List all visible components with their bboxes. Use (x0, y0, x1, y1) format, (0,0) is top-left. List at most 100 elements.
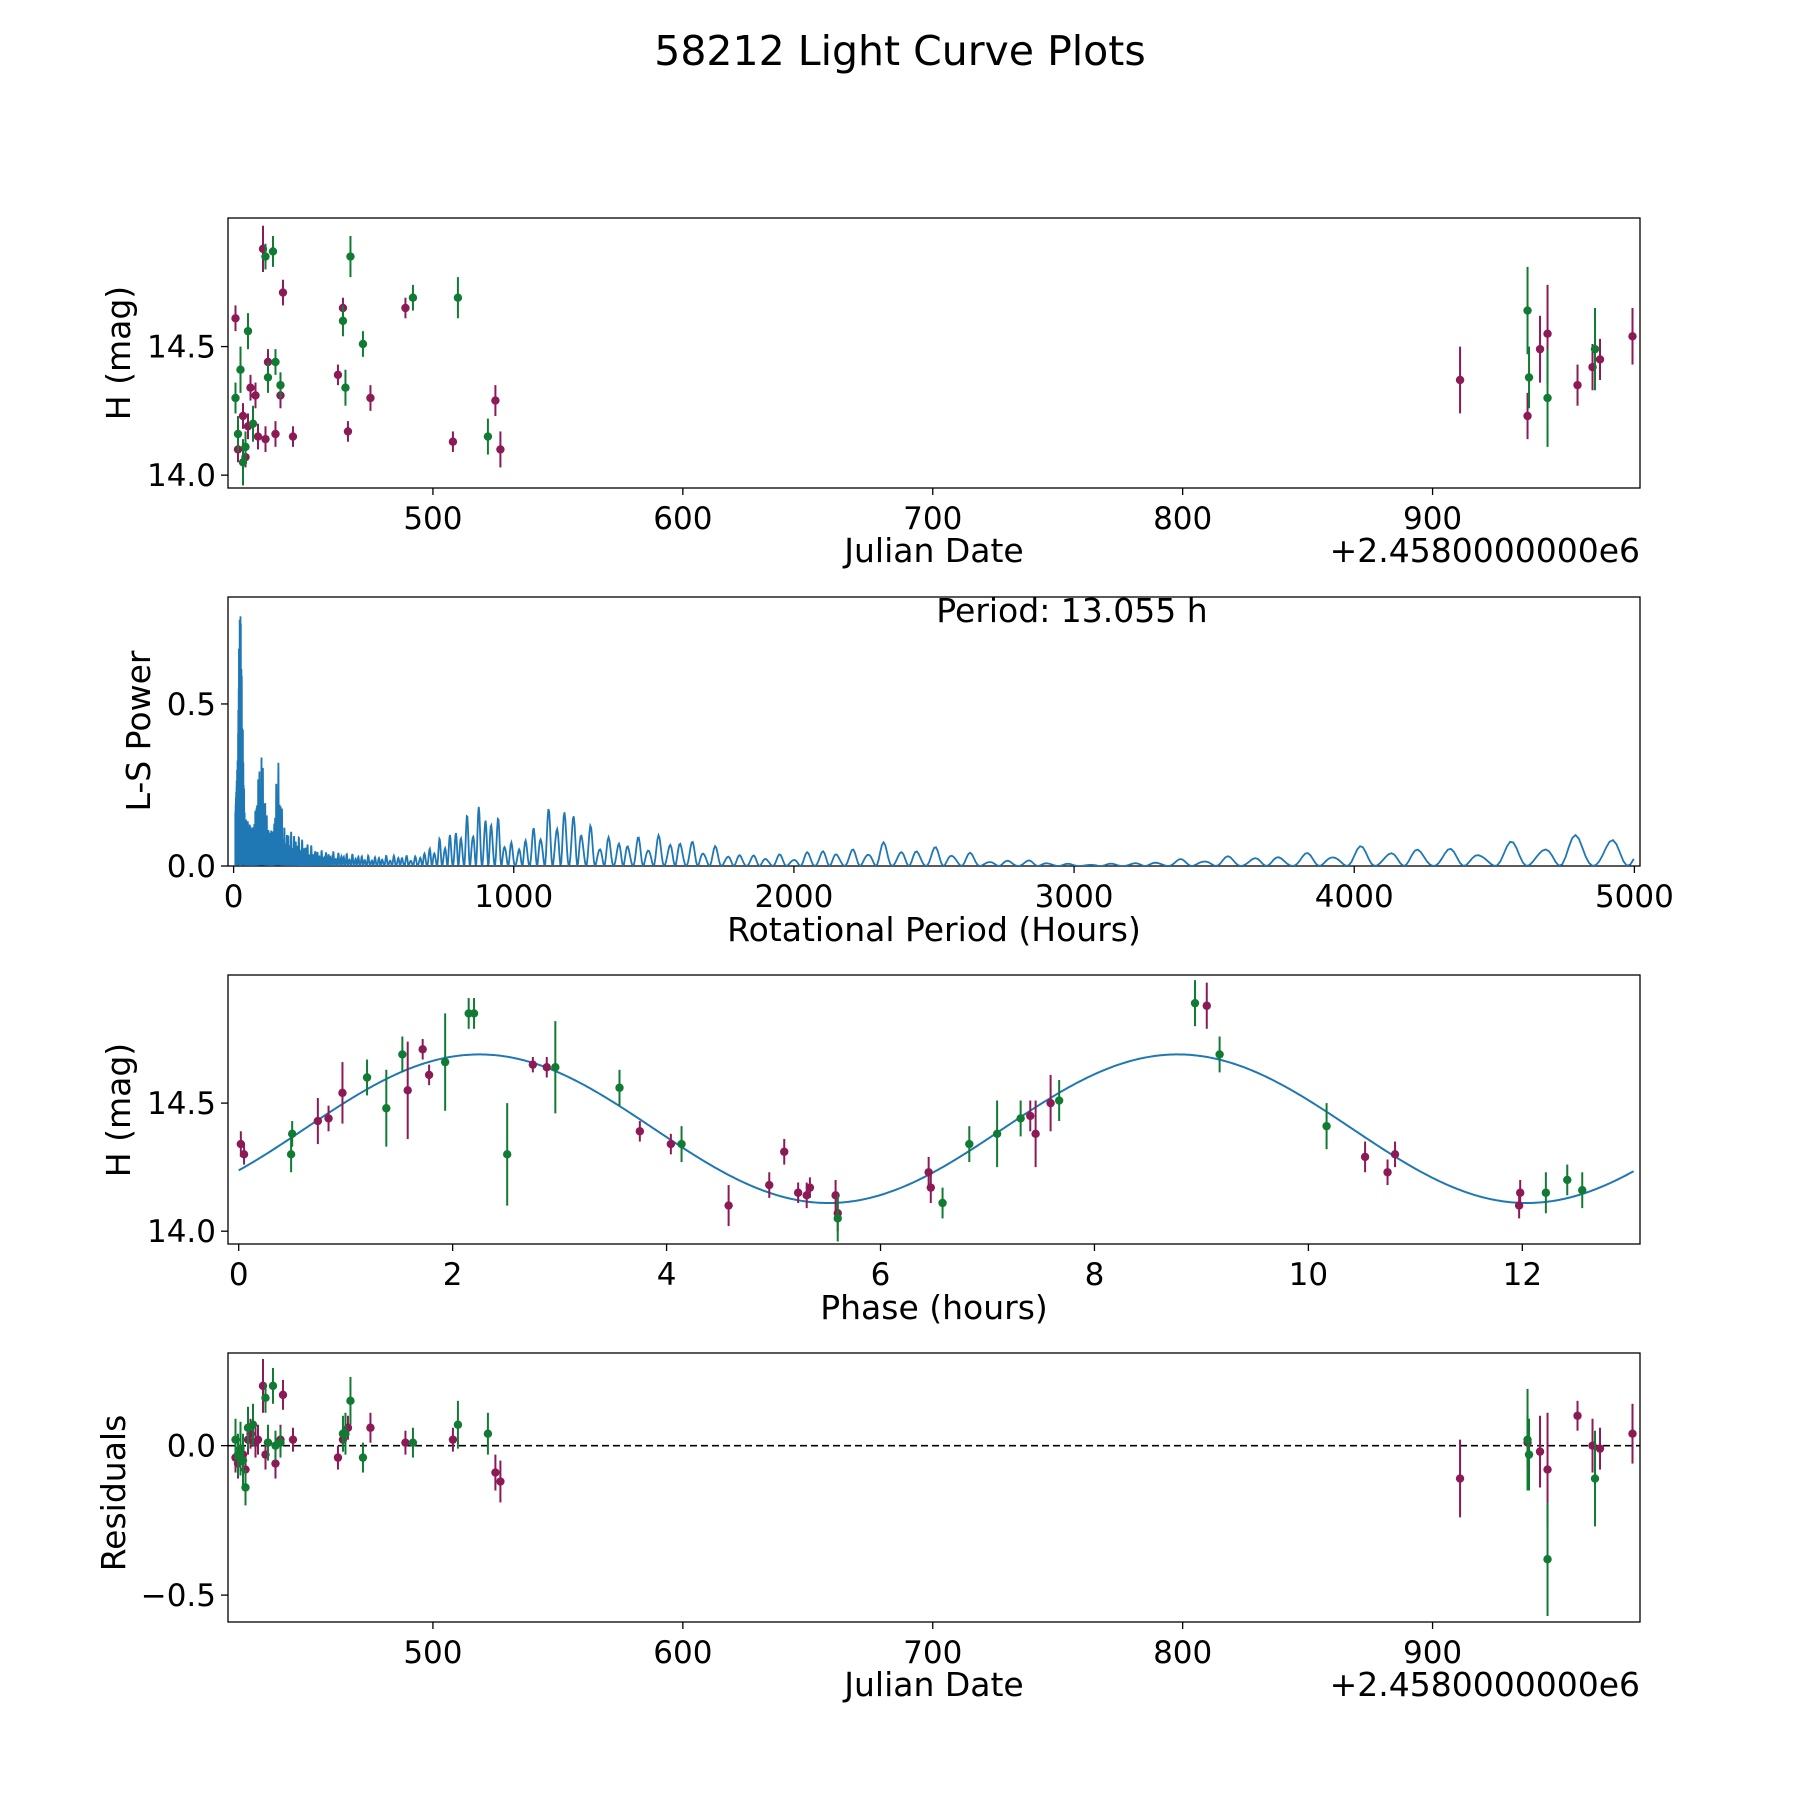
phased-filter-b-point (1016, 1114, 1025, 1123)
residuals-filter-a-point (1455, 1474, 1465, 1483)
residuals-filter-a-point (288, 1435, 298, 1444)
phased-filter-b-point (1541, 1188, 1551, 1197)
residuals-filter-a-point (1628, 1429, 1637, 1438)
residuals-filter-a-point (333, 1453, 343, 1462)
phased-filter-a-point (1515, 1188, 1525, 1197)
periodogram-xtick-label: 4000 (1315, 879, 1394, 915)
lightcurve-filter-b-point (263, 373, 273, 382)
periodogram-xtick-label: 2000 (754, 879, 833, 915)
lightcurve-filter-b-point (408, 293, 418, 302)
phased-filter-b-point (502, 1150, 512, 1159)
phased-filter-a-point (780, 1147, 789, 1156)
residuals-filter-a-point (491, 1468, 500, 1477)
phased-model-curve (238, 1053, 1635, 1205)
lightcurve-filter-a-point (491, 396, 500, 405)
phased-filter-a-point (1360, 1152, 1370, 1162)
phased-filter-a-point (1026, 1111, 1035, 1121)
lightcurve-filter-b-point (338, 316, 348, 326)
phased-filter-a-point (802, 1191, 811, 1200)
lightcurve-filter-a-point (1523, 411, 1532, 421)
lightcurve-filter-b-point (1523, 306, 1532, 315)
residuals-panel: 500 600 700 800 900 0.0 −0.5 Julian Date +2.45… (94, 1352, 1649, 1704)
periodogram-annotation: Period: 13.055 h (936, 591, 1207, 630)
residuals-filter-b-point (358, 1453, 368, 1462)
phased-filter-b-point (1190, 998, 1200, 1008)
lightcurve-axes-frame (227, 217, 1641, 489)
periodogram-ticks: 0 1000 2000 3000 4000 5000 0.0 0.5 (167, 687, 1674, 915)
periodogram-axes-frame (227, 596, 1641, 867)
residuals-filter-b-point (263, 1438, 273, 1447)
residuals-filter-a-point (1595, 1444, 1605, 1453)
phased-ylabel: H (mag) (99, 1043, 138, 1177)
phased-filter-a-point (805, 1183, 815, 1192)
phased-filter-a-point (418, 1045, 427, 1054)
lightcurve-filter-b-point (341, 383, 350, 392)
lightcurve-filter-b-point (358, 339, 368, 349)
residuals-offset-label: +2.4580000000e6 (1330, 1665, 1640, 1704)
lightcurve-filter-b-point (453, 293, 463, 302)
residuals-filter-b-point (341, 1429, 350, 1438)
phased-filter-a-point (1390, 1150, 1400, 1159)
periodogram-panel: 0 1000 2000 3000 4000 5000 0.0 0.5 Period: 13.0… (119, 591, 1674, 949)
lightcurve-filter-a-point (1628, 332, 1637, 341)
residuals-filter-b-point (248, 1420, 258, 1429)
periodogram-xlabel: Rotational Period (Hours) (727, 910, 1141, 949)
residuals-ylabel: Residuals (94, 1415, 133, 1572)
phased-ticks: 0 2 4 6 8 10 12 14.0 14.5 (147, 1086, 1542, 1293)
phased-filter-b-point (1563, 1175, 1572, 1185)
residuals-filter-a-point (271, 1459, 280, 1468)
phased-filter-b-point (551, 1063, 560, 1072)
lightcurve-filter-b-point (1524, 373, 1534, 382)
lightcurve-xtick-label: 800 (1153, 501, 1212, 537)
phased-filter-a-point (403, 1086, 412, 1095)
lightcurve-filter-a-point (231, 314, 240, 323)
periodogram-ytick-label: 0.0 (167, 849, 216, 885)
phased-filter-b-point (938, 1198, 947, 1208)
lightcurve-filter-b-point (231, 393, 240, 403)
residuals-axes-frame (227, 1352, 1641, 1623)
lightcurve-filter-a-point (366, 393, 375, 403)
residuals-filter-b-point (241, 1483, 250, 1492)
lightcurve-filter-b-point (233, 429, 243, 439)
residuals-filter-b-point (1524, 1450, 1534, 1459)
phased-filter-b-point (677, 1139, 686, 1149)
lightcurve-xtick-label: 900 (1403, 501, 1462, 537)
residuals-xlabel: Julian Date (842, 1665, 1024, 1704)
lightcurve-filter-b-point (483, 432, 493, 441)
phased-filter-a-point (239, 1150, 249, 1159)
lightcurve-filter-a-point (1595, 355, 1605, 364)
lightcurve-filter-a-point (1573, 380, 1582, 390)
phased-filter-a-point (1031, 1129, 1040, 1139)
periodogram-power-line (234, 616, 1635, 866)
residuals-xtick-label: 500 (403, 1635, 462, 1671)
phased-filter-a-point (542, 1063, 551, 1072)
phased-filter-b-point (1578, 1186, 1587, 1195)
phased-filter-b-point (1054, 1096, 1064, 1105)
periodogram-xtick-label: 3000 (1035, 879, 1114, 915)
phased-filter-a-point (793, 1188, 803, 1197)
residuals-filter-b-point (1523, 1435, 1532, 1444)
phased-filter-a-point (1202, 1001, 1211, 1010)
lightcurve-filter-a-point (333, 370, 343, 380)
lightcurve-filter-a-point (278, 288, 288, 297)
residuals-filter-b-point (1543, 1555, 1552, 1564)
lightcurve-filter-a-point (401, 303, 410, 313)
residuals-filter-b-point (483, 1429, 493, 1438)
residuals-filter-b-point (1590, 1474, 1600, 1483)
lightcurve-filter-a-point (288, 432, 298, 441)
residuals-filter-b-point (261, 1393, 270, 1403)
residuals-ticks: 500 600 700 800 900 0.0 −0.5 (141, 1429, 1462, 1671)
residuals-marks (228, 1358, 1649, 1617)
lightcurve-ylabel: H (mag) (99, 286, 138, 420)
lightcurve-filter-a-point (246, 383, 255, 392)
lightcurve-filter-b-point (271, 357, 280, 367)
lightcurve-filter-a-point (343, 427, 353, 436)
periodogram-marks (234, 616, 1635, 866)
lightcurve-filter-a-point (251, 391, 260, 400)
residuals-filter-b-point (408, 1438, 418, 1447)
residuals-filter-b-point (268, 1381, 278, 1391)
phased-xtick-label: 8 (1085, 1257, 1105, 1293)
residuals-filter-a-point (1535, 1447, 1545, 1456)
phased-ytick-label: 14.0 (147, 1214, 216, 1250)
residuals-filter-b-point (1641, 1447, 1649, 1455)
